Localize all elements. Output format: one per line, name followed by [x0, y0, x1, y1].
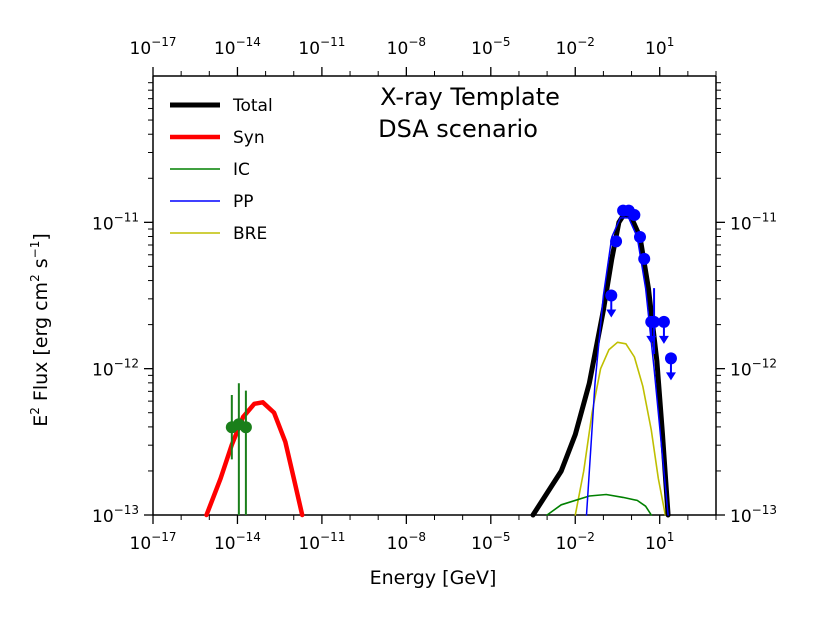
blue-data-point: [633, 230, 646, 243]
blue-data-point: [638, 252, 651, 265]
legend-label-bre: BRE: [233, 224, 267, 244]
legend: Total Syn IC PP BRE: [170, 96, 273, 244]
legend-label-pp: PP: [233, 192, 254, 212]
upper-limit-arrow: [665, 372, 676, 381]
blue-data-point: [628, 209, 641, 222]
x-tick-label-top: 101: [645, 35, 674, 59]
y-axis-label: E2 Flux [erg cm2 s−1]: [28, 233, 52, 427]
upper-limit-arrow: [646, 335, 657, 344]
legend-label-total: Total: [232, 96, 273, 116]
blue-data-point: [610, 235, 623, 248]
x-tick-label-bottom: 10−17: [130, 530, 177, 554]
green-data-point: [239, 421, 252, 434]
x-tick-label-top: 10−5: [471, 35, 510, 59]
x-tick-label-bottom: 10−14: [214, 530, 261, 554]
series-line-bre: [574, 341, 667, 516]
x-tick-label-top: 10−17: [130, 35, 177, 59]
y-tick-label-right: 10−12: [730, 357, 777, 381]
x-tick-label-bottom: 10−2: [556, 530, 595, 554]
x-tick-label-top: 10−8: [387, 35, 426, 59]
axes: 10−17 10−17 10−14 10−14 10−11 10−11 10−8 10−8 10…: [92, 35, 777, 554]
series-line-ic: [546, 493, 653, 516]
upper-limit-arrow: [606, 309, 617, 318]
x-tick-label-bottom: 10−8: [387, 530, 426, 554]
series-line-pp: [585, 217, 669, 516]
y-tick-label-right: 10−13: [730, 503, 777, 527]
series-line-syn: [204, 400, 305, 518]
y-tick-label-right: 10−11: [730, 210, 777, 234]
x-tick-label-top: 10−14: [214, 35, 261, 59]
x-tick-label-top: 10−11: [298, 35, 345, 59]
upper-limit-point: [605, 289, 618, 302]
legend-label-syn: Syn: [233, 128, 265, 148]
x-tick-label-bottom: 101: [645, 530, 674, 554]
x-tick-label-bottom: 10−5: [471, 530, 510, 554]
y-tick-label-left: 10−11: [92, 210, 139, 234]
x-axis-label: Energy [GeV]: [370, 567, 497, 589]
chart-title-line-1: X-ray Template: [380, 83, 560, 111]
legend-label-ic: IC: [233, 160, 250, 180]
data-points: [225, 204, 677, 515]
y-tick-label-left: 10−13: [92, 503, 139, 527]
upper-limit-arrow: [658, 335, 669, 344]
y-tick-label-left: 10−12: [92, 357, 139, 381]
upper-limit-point: [645, 315, 658, 328]
chart-title-line-2: DSA scenario: [378, 115, 538, 143]
x-tick-label-top: 10−2: [556, 35, 595, 59]
x-tick-label-bottom: 10−11: [298, 530, 345, 554]
upper-limit-point: [664, 352, 677, 365]
curves: [204, 211, 671, 518]
upper-limit-point: [657, 315, 670, 328]
